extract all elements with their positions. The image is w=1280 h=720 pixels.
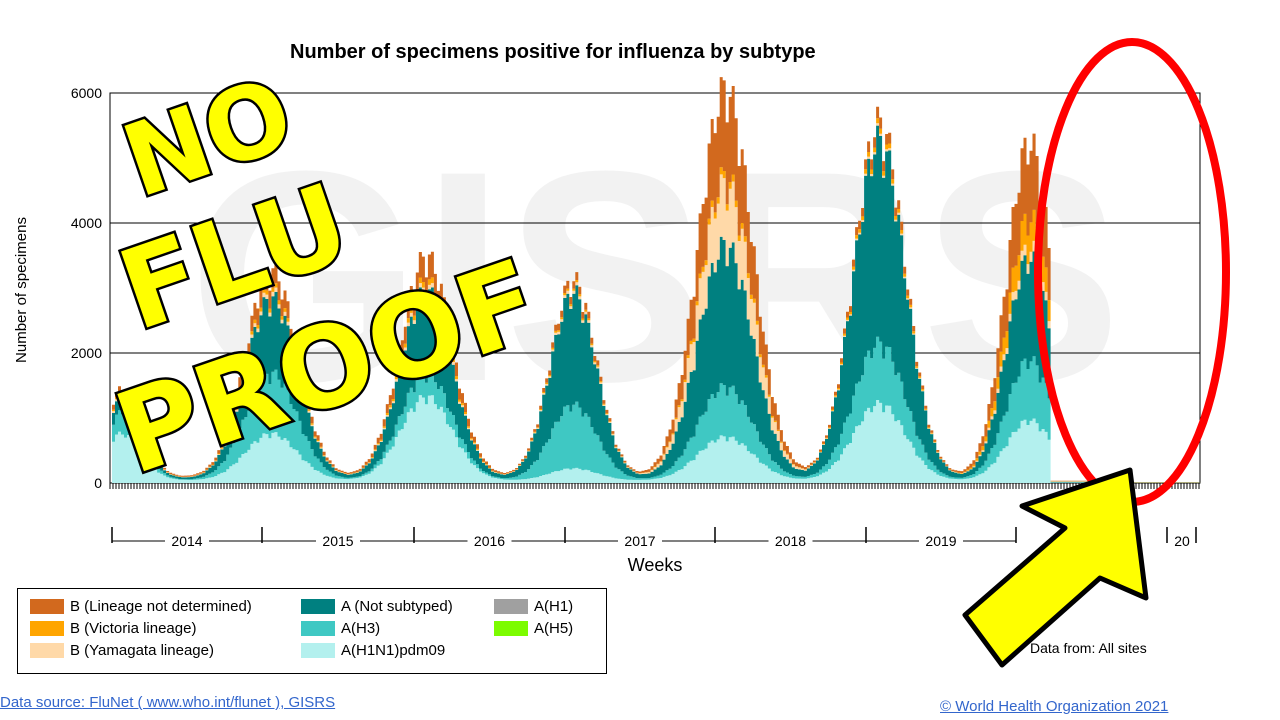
- year-label: 20: [1174, 533, 1190, 549]
- watermark: GISRS: [188, 108, 1122, 444]
- legend-item: A(H3): [301, 619, 380, 637]
- legend-label: A (Not subtyped): [341, 597, 453, 615]
- legend-swatch: [30, 642, 64, 658]
- year-label: 2018: [775, 533, 806, 549]
- y-tick-label: 2000: [71, 345, 102, 361]
- legend-item: A(H1N1)pdm09: [301, 641, 445, 659]
- stacked-area-layer: [112, 77, 1201, 483]
- year-label: 2016: [474, 533, 505, 549]
- data-from-note: Data from: All sites: [1030, 640, 1147, 656]
- y-tick-label: 4000: [71, 215, 102, 231]
- year-label: 2019: [925, 533, 956, 549]
- legend-swatch: [494, 620, 528, 636]
- legend-swatch: [301, 620, 335, 636]
- yellow-arrow-icon: [962, 467, 1149, 668]
- data-source-link[interactable]: Data source: FluNet ( www.who.int/flunet…: [0, 694, 336, 711]
- legend: B (Lineage not determined) B (Victoria l…: [17, 588, 607, 674]
- copyright-link[interactable]: © World Health Organization 2021: [940, 698, 1169, 715]
- axes: 0 2000 4000 6000 2014 2015 2016 2017 2018 2019 20: [71, 85, 1200, 549]
- year-label: 2017: [624, 533, 655, 549]
- legend-swatch: [30, 620, 64, 636]
- y-axis-label: Number of specimens: [13, 217, 30, 363]
- legend-label: B (Lineage not determined): [70, 597, 252, 615]
- legend-swatch: [494, 598, 528, 614]
- x-axis-label: Weeks: [628, 555, 683, 575]
- legend-item: B (Victoria lineage): [30, 619, 196, 637]
- legend-swatch: [301, 598, 335, 614]
- legend-item: A (Not subtyped): [301, 597, 453, 615]
- legend-label: A(H1N1)pdm09: [341, 641, 446, 659]
- year-label: 2014: [171, 533, 202, 549]
- legend-label: A(H1): [534, 597, 574, 615]
- legend-label: B (Victoria lineage): [70, 619, 197, 637]
- legend-label: A(H3): [341, 619, 381, 637]
- chart-title: Number of specimens positive for influen…: [290, 41, 816, 63]
- legend-label: A(H5): [534, 619, 574, 637]
- legend-swatch: [301, 642, 335, 658]
- legend-item: B (Lineage not determined): [30, 597, 252, 615]
- legend-label: B (Yamagata lineage): [70, 641, 214, 659]
- legend-item: A(H1): [494, 597, 573, 615]
- year-label: 2015: [322, 533, 353, 549]
- y-tick-label: 0: [94, 475, 102, 491]
- y-tick-label: 6000: [71, 85, 102, 101]
- legend-item: A(H5): [494, 619, 573, 637]
- area-a-h1n1pdm09: [112, 395, 1201, 483]
- legend-item: B (Yamagata lineage): [30, 641, 214, 659]
- area-a-h3: [112, 336, 1201, 483]
- legend-swatch: [30, 598, 64, 614]
